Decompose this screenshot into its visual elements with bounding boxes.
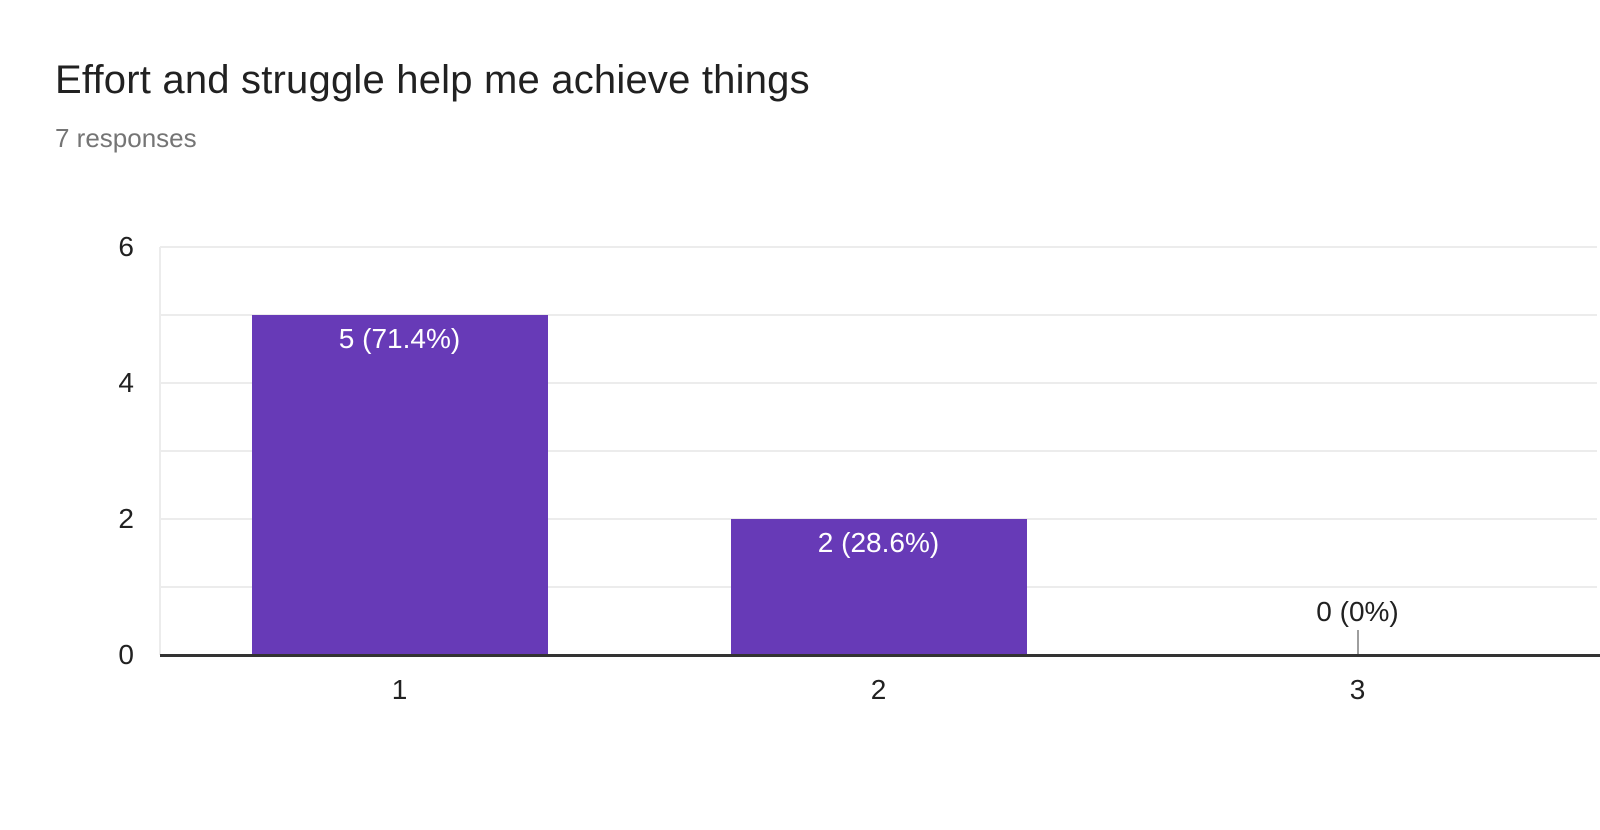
x-axis-tick-label: 3	[1349, 674, 1366, 705]
y-axis-tick-label: 4	[118, 367, 134, 398]
bar-value-label: 0 (0%)	[1316, 596, 1399, 627]
gridline	[160, 314, 1597, 316]
chart-header: Effort and struggle help me achieve thin…	[55, 58, 810, 154]
chart-title: Effort and struggle help me achieve thin…	[55, 58, 810, 102]
bar-category-2[interactable]	[730, 519, 1027, 655]
x-axis-tick-label: 2	[870, 674, 887, 705]
x-axis-tick-label: 1	[391, 674, 408, 705]
bar-value-label: 2 (28.6%)	[817, 527, 940, 558]
response-count: 7 responses	[55, 123, 197, 153]
zero-bar-stem	[1356, 630, 1359, 655]
x-axis-line	[160, 654, 1600, 657]
gridline	[160, 382, 1597, 384]
y-axis-tick-label: 6	[118, 231, 134, 262]
gridline	[160, 450, 1597, 452]
y-axis-tick-label: 0	[118, 639, 134, 670]
gridline	[160, 246, 1597, 248]
bar-value-label: 5 (71.4%)	[338, 323, 461, 354]
y-axis-tick-label: 2	[118, 503, 134, 534]
bar-category-1[interactable]	[251, 315, 548, 655]
plot-left-border	[159, 247, 161, 655]
